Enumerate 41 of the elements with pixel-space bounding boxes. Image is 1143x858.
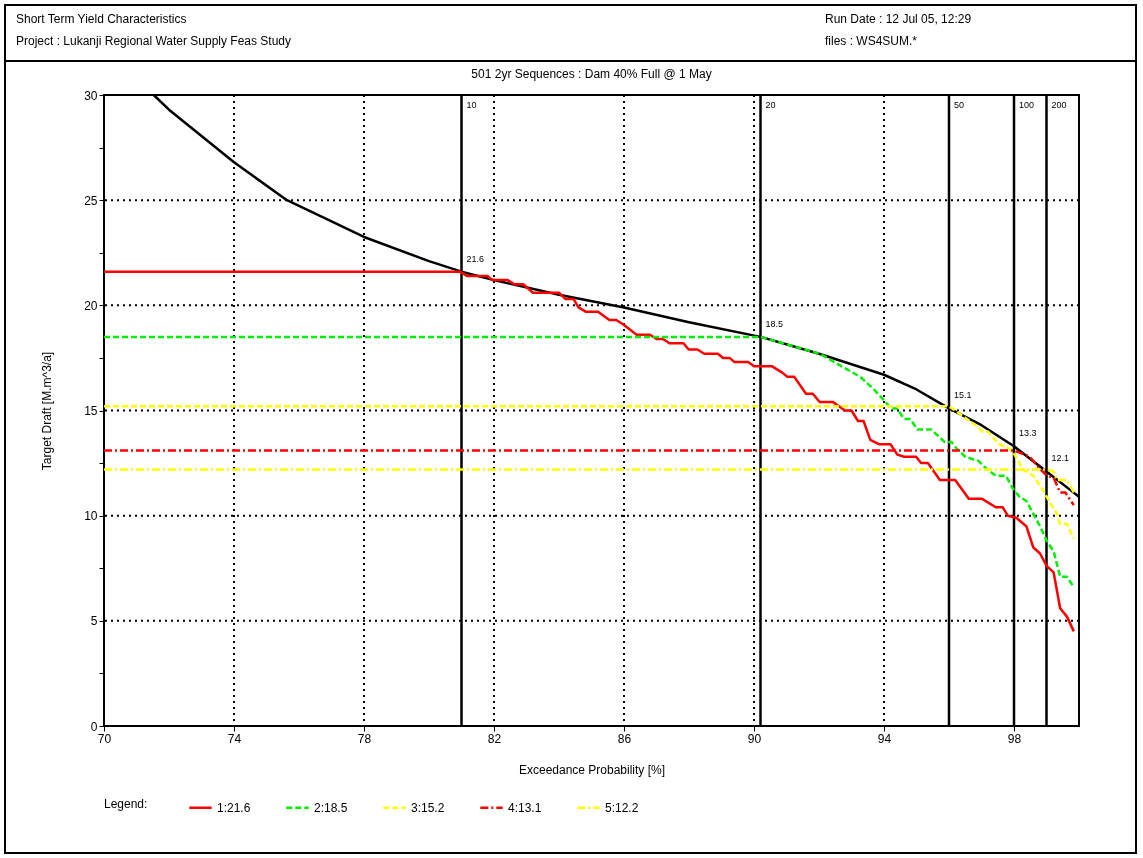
x-axis-title: Exceedance Probability [%] — [518, 762, 666, 777]
x-tick-label: 90 — [747, 731, 762, 746]
annotation: 15.1 — [954, 390, 972, 401]
legend-title: Legend: — [104, 797, 148, 811]
annotation: 12.1 — [1051, 453, 1070, 464]
annotation: 13.3 — [1019, 428, 1037, 439]
legend-label: 3:15.2 — [411, 800, 445, 815]
chart-title: 501 2yr Sequences : Dam 40% Full @ 1 May — [471, 67, 712, 81]
x-tick-label: 86 — [617, 731, 632, 746]
annotation: 18.5 — [765, 318, 784, 329]
y-tick-label: 30 — [84, 88, 98, 103]
y-axis-title: Target Draft [M.m^3/a] — [40, 351, 55, 471]
x-tick-label: 74 — [227, 731, 242, 746]
x-tick-label: 82 — [487, 731, 502, 746]
line-series — [102, 270, 1076, 633]
y-tick-label: 5 — [90, 614, 98, 629]
text: Run Date : 12 Jul 05, 12:29 — [825, 12, 973, 28]
legend-label: 5:12.2 — [605, 800, 639, 815]
x-tick-label: 78 — [357, 731, 372, 746]
legend-label: 4:13.1 — [508, 800, 542, 815]
legend-label: 2:18.5 — [314, 800, 348, 815]
annotation: 200 — [1051, 100, 1067, 110]
y-tick-label: 0 — [90, 719, 98, 734]
line-series — [102, 335, 1076, 589]
annotation: 20 — [765, 100, 776, 110]
text: Project : Lukanji Regional Water Supply Feas Study — [16, 34, 293, 50]
y-tick-label: 20 — [84, 298, 98, 313]
x-tick-label: 94 — [877, 731, 892, 746]
annotation: 10 — [466, 100, 477, 110]
line-series — [102, 405, 1076, 541]
text: Short Term Yield Characteristics — [16, 12, 188, 28]
legend-label: 1:21.6 — [217, 800, 251, 815]
y-tick-label: 15 — [84, 404, 98, 418]
annotation: 21.6 — [466, 253, 485, 264]
x-tick-label: 98 — [1007, 731, 1022, 746]
y-tick-label: 10 — [84, 509, 98, 524]
y-tick-label: 25 — [84, 193, 98, 208]
x-tick-label: 70 — [97, 731, 112, 746]
text: files : WS4SUM.* — [825, 34, 918, 50]
annotation: 50 — [954, 100, 965, 110]
annotation: 100 — [1019, 100, 1035, 110]
